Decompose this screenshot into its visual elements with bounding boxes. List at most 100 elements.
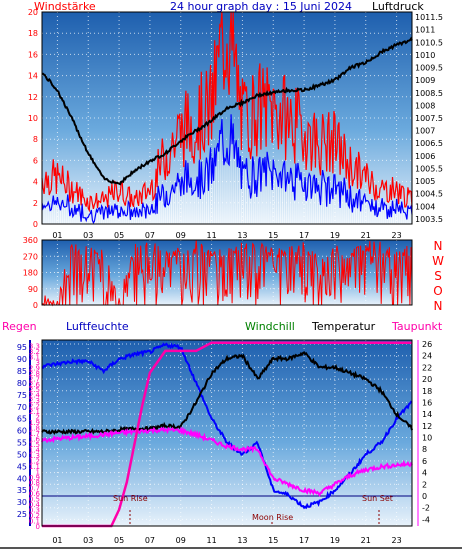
temp-tick: -2 <box>422 504 430 513</box>
humidity-tick: 45 <box>17 462 27 471</box>
temp-tick: -4 <box>422 515 430 524</box>
luftdruck-tick: 1007.5 <box>415 114 443 123</box>
hour-tick: 01 <box>52 231 62 240</box>
windstaerke-tick: 20 <box>28 8 38 17</box>
temp-tick: 8 <box>422 445 427 454</box>
sunset-label: Sun Set <box>362 494 393 503</box>
regen-tick: 1 <box>36 468 40 476</box>
temp-tick: 22 <box>422 363 432 372</box>
direction-label: N <box>434 299 443 313</box>
hour-tick: 15 <box>268 536 278 545</box>
pressure-line <box>42 36 413 186</box>
regen-tick: 0.3 <box>29 507 40 515</box>
humidity-tick: 75 <box>17 391 27 400</box>
temp-tick: 20 <box>422 375 432 384</box>
windstaerke-label: Windstärke <box>34 0 96 13</box>
luftdruck-tick: 1011 <box>415 26 435 35</box>
temp-tick: 24 <box>422 352 432 361</box>
direction-tick: 90 <box>28 285 38 294</box>
hour-tick: 17 <box>299 536 309 545</box>
hour-tick: 07 <box>145 536 155 545</box>
luftdruck-tick: 1003.5 <box>415 215 443 224</box>
regen-tick: 3 <box>36 359 40 367</box>
humidity-tick: 70 <box>17 403 27 412</box>
regen-tick: 0.8 <box>29 479 40 487</box>
hour-tick: 03 <box>83 231 93 240</box>
luftdruck-tick: 1011.5 <box>415 13 443 22</box>
windstaerke-tick: 6 <box>33 156 38 165</box>
legend-regen: Regen <box>2 320 37 333</box>
dewpoint-line <box>41 426 413 498</box>
regen-tick: 2 <box>36 414 40 422</box>
hour-tick: 05 <box>114 536 124 545</box>
temp-tick: 12 <box>422 422 432 431</box>
top-frame <box>41 11 413 225</box>
regen-tick: 1.2 <box>29 457 40 465</box>
hour-tick: 11 <box>206 536 216 545</box>
luftdruck-tick: 1010.5 <box>415 38 443 47</box>
temp-tick: 26 <box>422 340 432 349</box>
direction-tick: 270 <box>23 252 38 261</box>
rain-line <box>42 341 412 528</box>
legend-temperatur: Temperatur <box>311 320 376 333</box>
temp-tick: 0 <box>422 492 427 501</box>
humidity-tick: 60 <box>17 427 27 436</box>
luftdruck-tick: 1006 <box>415 152 435 161</box>
hour-tick: 09 <box>176 231 186 240</box>
luftdruck-tick: 1005.5 <box>415 164 443 173</box>
regen-tick: 0.4 <box>29 501 41 509</box>
direction-label: S <box>434 269 442 283</box>
temp-tick: 2 <box>422 480 427 489</box>
windstaerke-tick: 14 <box>28 72 38 81</box>
luftdruck-label: Luftdruck <box>372 0 424 13</box>
temp-tick: 14 <box>422 410 432 419</box>
hour-tick: 03 <box>83 536 93 545</box>
direction-label: W <box>432 254 444 268</box>
humidity-tick: 80 <box>17 379 27 388</box>
wind-bars <box>41 114 413 224</box>
regen-tick: 1.4 <box>29 446 41 454</box>
humidity-tick: 50 <box>17 450 27 459</box>
regen-tick: 0.6 <box>29 490 41 498</box>
temp-tick: 18 <box>422 387 432 396</box>
humidity-tick: 95 <box>17 343 27 352</box>
wind-avg-line <box>41 114 413 224</box>
luftdruck-tick: 1009.5 <box>415 64 443 73</box>
regen-tick: 3.2 <box>29 348 40 356</box>
regen-tick: 2.3 <box>29 397 40 405</box>
windstaerke-tick: 10 <box>28 114 38 123</box>
temp-tick: 6 <box>422 457 427 466</box>
humidity-tick: 25 <box>17 510 27 519</box>
hour-tick: 21 <box>361 231 371 240</box>
regen-tick: 0.2 <box>29 512 40 520</box>
hour-tick: 13 <box>237 536 247 545</box>
humidity-tick: 30 <box>17 498 27 507</box>
windstaerke-tick: 16 <box>28 50 38 59</box>
luftdruck-tick: 1007 <box>415 127 435 136</box>
luftdruck-tick: 1008 <box>415 101 435 110</box>
regen-tick: 1.8 <box>29 425 40 433</box>
regen-tick: 0.5 <box>29 496 40 504</box>
hour-tick: 09 <box>176 536 186 545</box>
hour-tick: 23 <box>391 231 401 240</box>
humidity-tick: 55 <box>17 439 27 448</box>
regen-tick: 2.6 <box>29 381 41 389</box>
luftdruck-tick: 1005 <box>415 177 435 186</box>
hour-tick: 23 <box>391 536 401 545</box>
luftdruck-tick: 1008.5 <box>415 89 443 98</box>
regen-tick: 1.9 <box>29 419 40 427</box>
regen-tick: 2.9 <box>29 364 40 372</box>
luftdruck-tick: 1009 <box>415 76 435 85</box>
humidity-tick: 40 <box>17 474 27 483</box>
direction-tick: 0 <box>33 301 38 310</box>
regen-tick: 2.4 <box>29 392 41 400</box>
windstaerke-tick: 12 <box>28 93 38 102</box>
temp-tick: 10 <box>422 434 432 443</box>
luftdruck-tick: 1004 <box>415 202 435 211</box>
luftdruck-tick: 1004.5 <box>415 190 443 199</box>
regen-tick: 1.3 <box>29 452 40 460</box>
humidity-tick: 35 <box>17 486 27 495</box>
hour-tick: 13 <box>237 231 247 240</box>
direction-label: O <box>433 284 442 298</box>
